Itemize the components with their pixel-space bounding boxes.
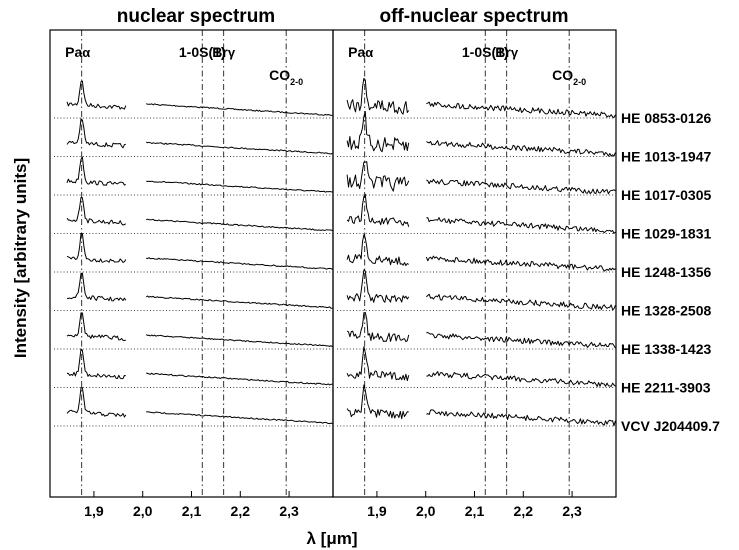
line-label-0: Paα xyxy=(65,44,90,60)
line-label-main-3: CO xyxy=(269,67,290,83)
line-label-main-3: CO xyxy=(552,67,573,83)
spectrum-off-nuclear-8-1 xyxy=(426,409,616,427)
x-tick-label-3: 2,2 xyxy=(231,503,251,519)
object-label-5: HE 1328-2508 xyxy=(621,303,712,319)
line-label-sub-3: 2-0 xyxy=(290,77,303,87)
spectrum-nuclear-0-0 xyxy=(66,80,127,110)
line-label-2: Brγ xyxy=(495,44,519,60)
spectrum-off-nuclear-1-0 xyxy=(346,111,410,153)
spectrum-nuclear-3-0 xyxy=(66,196,127,226)
spectrum-nuclear-8-1 xyxy=(146,411,333,425)
line-label-1: 1-0S(1) xyxy=(462,44,509,60)
object-label-1: HE 1013-1947 xyxy=(621,149,712,165)
line-label-3: CO2-0 xyxy=(269,67,303,87)
spectrum-nuclear-7-0 xyxy=(66,348,126,380)
spectrum-nuclear-7-1 xyxy=(146,372,333,386)
line-label-main-0: Pa xyxy=(65,44,82,60)
line-label-main-0: Pa xyxy=(348,44,365,60)
spectrum-off-nuclear-7-1 xyxy=(426,371,616,387)
object-label-6: HE 1338-1423 xyxy=(621,341,712,357)
spectrum-off-nuclear-4-1 xyxy=(425,255,616,272)
spectrum-nuclear-6-1 xyxy=(145,334,333,348)
object-label-3: HE 1029-1831 xyxy=(621,226,712,242)
off-nuclear-panel-title: off-nuclear spectrum xyxy=(380,6,569,27)
spectrum-off-nuclear-0-0 xyxy=(346,77,410,115)
spectrum-off-nuclear-3-0 xyxy=(346,193,410,227)
x-axis-title: λ [μm] xyxy=(306,529,357,548)
spectrum-off-nuclear-4-0 xyxy=(346,234,409,266)
spectrum-off-nuclear-0-1 xyxy=(426,101,616,118)
line-label-2: Brγ xyxy=(212,44,236,60)
x-tick-label-4: 2,3 xyxy=(279,503,299,519)
object-label-4: HE 1248-1356 xyxy=(621,264,712,280)
spectrum-nuclear-1-0 xyxy=(66,118,126,149)
x-tick-label-2: 2,1 xyxy=(465,503,485,519)
line-label-1: 1-0S(1) xyxy=(179,44,226,60)
object-label-0: HE 0853-0126 xyxy=(621,110,712,126)
line-label-main-1: 1-0S(1) xyxy=(179,44,226,60)
spectrum-nuclear-2-1 xyxy=(146,180,333,193)
spectrum-nuclear-5-0 xyxy=(66,272,127,302)
x-tick-label-2: 2,1 xyxy=(182,503,202,519)
spectrum-nuclear-8-0 xyxy=(66,387,127,418)
x-tick-label-4: 2,3 xyxy=(562,503,582,519)
spectrum-off-nuclear-6-1 xyxy=(426,332,616,349)
nuclear-panel: Paα 1-0S(1)Brγ CO2-0 1,9 2,0 2,1 2,2 2,3 xyxy=(49,29,334,519)
spectrum-off-nuclear-8-0 xyxy=(346,384,409,420)
x-tick-label-1: 2,0 xyxy=(133,503,153,519)
x-tick-label-0: 1,9 xyxy=(84,503,104,519)
object-label-7: HE 2211-3903 xyxy=(621,380,711,396)
spectrum-off-nuclear-5-1 xyxy=(426,293,616,311)
line-label-sub-2: γ xyxy=(511,45,519,60)
line-label-sub-3: 2-0 xyxy=(573,77,586,87)
x-tick-label-3: 2,2 xyxy=(514,503,534,519)
line-label-3: CO2-0 xyxy=(552,67,586,87)
spectrum-nuclear-4-1 xyxy=(146,257,333,270)
spectrum-off-nuclear-6-0 xyxy=(346,312,410,343)
spectrum-nuclear-0-1 xyxy=(146,103,333,116)
line-label-main-2: Br xyxy=(212,44,228,60)
line-label-main-1: 1-0S(1) xyxy=(462,44,509,60)
spectrum-off-nuclear-5-0 xyxy=(346,269,410,303)
spectrum-nuclear-5-1 xyxy=(145,295,333,309)
x-tick-label-1: 2,0 xyxy=(416,503,436,519)
line-label-0: Paα xyxy=(348,44,373,60)
spectrum-nuclear-2-0 xyxy=(66,156,126,186)
line-label-main-2: Br xyxy=(495,44,511,60)
spectrum-off-nuclear-2-0 xyxy=(346,161,410,192)
line-label-sub-2: γ xyxy=(228,45,236,60)
spectrum-nuclear-3-1 xyxy=(146,218,333,232)
off-nuclear-panel: Paα 1-0S(1)Brγ CO2-0 1,9 2,0 2,1 2,2 2,3 xyxy=(332,29,617,519)
nuclear-panel-title: nuclear spectrum xyxy=(117,6,275,27)
spectrum-nuclear-6-0 xyxy=(66,312,126,341)
object-name-labels: HE 0853-0126 HE 1013-1947 HE 1017-0305 HE 1… xyxy=(621,110,720,434)
object-label-8: VCV J204409.7 xyxy=(621,418,720,434)
spectrum-off-nuclear-1-1 xyxy=(426,140,616,157)
line-label-sub-0: α xyxy=(365,45,373,60)
spectrum-off-nuclear-7-0 xyxy=(346,346,410,382)
y-axis-title: Intensity [arbitrary units] xyxy=(11,158,30,358)
nuclear-frame xyxy=(49,29,334,498)
object-label-2: HE 1017-0305 xyxy=(621,187,712,203)
line-label-sub-0: α xyxy=(82,45,90,60)
spectrum-nuclear-4-0 xyxy=(66,232,127,263)
spectrum-nuclear-1-1 xyxy=(145,141,333,155)
x-tick-label-0: 1,9 xyxy=(367,503,387,519)
spectrum-off-nuclear-2-1 xyxy=(426,178,616,195)
spectrum-off-nuclear-3-1 xyxy=(426,217,616,234)
